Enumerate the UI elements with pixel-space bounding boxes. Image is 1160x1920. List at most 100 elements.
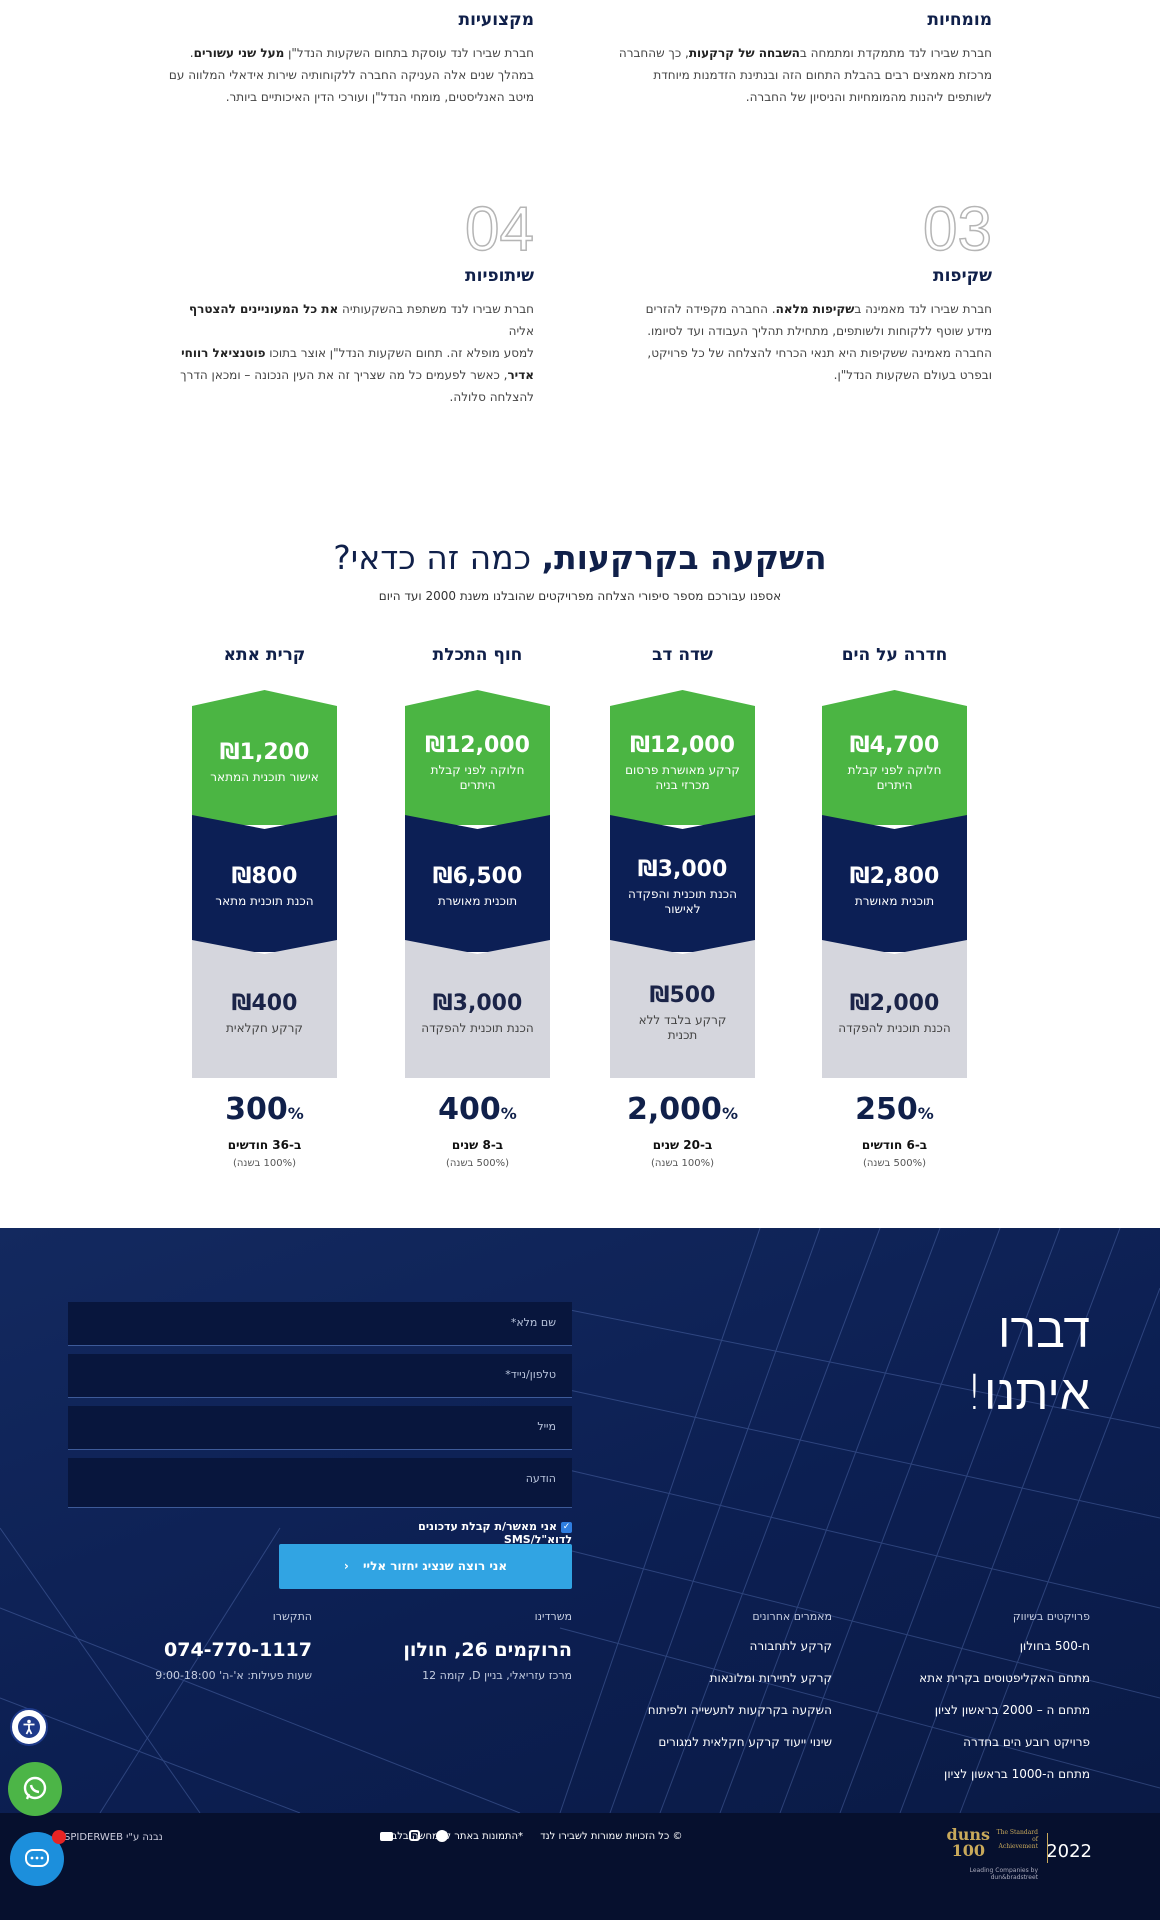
return-value: 250 [855,1092,918,1127]
investment-title: השקעה בקרקעות, כמה זה כדאי? [0,538,1160,577]
consent-row: ✓אני מאשר/ת קבלת עדכונים לדוא"ל/SMS [360,1520,572,1546]
stage-value: ₪2,800 [849,864,940,889]
return-rate: (500% בשנה) [446,1158,509,1169]
stage-value: ₪12,000 [630,732,735,758]
feature-title: מקצועיות [458,10,534,30]
return-unit: % [500,1104,517,1123]
stage-label: הכנת תוכנית להפקדה [838,1020,951,1035]
chat-icon [25,1849,49,1867]
whatsapp-button[interactable] [8,1762,62,1816]
stage-initial: ₪400 קרקע חקלאית [192,940,337,1078]
youtube-icon[interactable] [380,1832,393,1841]
footer-project-link[interactable]: מתחם האקליפטוסים בקרית אתא [919,1671,1090,1685]
instagram-icon[interactable] [409,1830,420,1841]
consent-checkbox[interactable]: ✓ [561,1521,572,1533]
footer-project-link[interactable]: פרויקט רובע הים בחדרה [963,1735,1090,1749]
stage-value: ₪3,000 [432,990,523,1016]
facebook-icon[interactable] [436,1830,448,1842]
stage-label: הכנת תוכנית מתאר [215,894,314,908]
footer-projects: פרויקטים בשיווק ח-500 בחולון מתחם האקליפט… [890,1610,1090,1799]
stage-label: קרקע חקלאית [226,1020,303,1035]
footer-project-link[interactable]: מתחם ה – 2000 בראשון לציון [934,1703,1090,1717]
return-percent: 400% [405,1092,550,1132]
stage-approved: ₪1,200 אישור תוכנית המתאר [192,690,337,825]
project-column: חדרה על הים ₪4,700 חלוקה לפני קבלת היתרי… [822,640,967,1169]
footer-project-link[interactable]: ח-500 בחולון [1019,1639,1090,1653]
feature-title: מומחיות [927,10,992,30]
stage-label: תוכנית מאושרת [854,894,935,908]
investment-subtitle: אספנו עבורכם מספר סיפורי הצלחה מפרויקטים… [378,589,782,603]
return-unit: % [917,1104,934,1123]
feature-text: חברת שבירו לנד משתפת בהשקעותיה את כל המע… [180,302,534,404]
project-stack: ₪1,200 אישור תוכנית המתאר ₪800 הכנת תוכנ… [192,690,337,1080]
consent-label: אני מאשר/ת קבלת עדכונים לדוא"ל/SMS [418,1520,572,1546]
stage-label: חלוקה לפני קבלת היתרים [430,762,525,792]
bottom-bar: 2022 duns 100 The Standard of Achievemen… [0,1813,1160,1920]
accessibility-icon [18,1716,40,1738]
disclaimer: *התמונות באתר להמחשה בלבד [386,1831,524,1842]
footer-offices-title: משרדינו [534,1610,572,1623]
stage-label: קרקע בלבד ללא תכנית [638,1013,727,1042]
social-links [380,1830,448,1842]
return-value: 400 [438,1092,501,1127]
feature-professionalism: מקצועיות חברת שבירו לנד עוסקת בתחום השקע… [160,4,534,108]
stage-approved: ₪12,000 קרקע מאושרת פרסום מכרזי בניה [610,690,755,825]
stage-label: קרקע מאושרת פרסום מכרזי בניה [625,762,740,792]
return-percent: 300% [192,1092,337,1132]
duns-top: duns [946,1825,990,1844]
stage-value: ₪800 [231,864,298,889]
stage-value: ₪4,700 [849,732,940,758]
feature-transparency: 03 שקיפות חברת שבירו לנד מאמינה בשקיפות … [600,195,993,386]
contact-heading-line2: איתנו! [964,1365,1090,1421]
feature-number: 03 [922,195,992,264]
chevron-left-icon: ‹ [343,1559,349,1573]
duns-bottom: 100 [951,1841,985,1860]
award-year: 2022 [1046,1841,1092,1862]
feature-text: חברת שבירו לנד עוסקת בתחום השקעות הנדל"ן… [168,46,534,104]
accessibility-button[interactable] [10,1708,48,1746]
phone-link[interactable]: 074-770-1117 [164,1639,312,1661]
message-field[interactable]: הודעה [68,1458,572,1508]
stage-label: אישור תוכנית המתאר [210,770,319,784]
return-unit: % [721,1104,738,1123]
contact-section: דברו איתנו! שם מלא* טלפון/נייד* מייל הודע… [0,1228,1160,1813]
stage-initial: ₪3,000 הכנת תוכנית להפקדה [405,940,550,1078]
stage-initial: ₪2,000 הכנת תוכנית להפקדה [822,940,967,1078]
duns-mark: duns 100 [947,1827,990,1859]
submit-button[interactable]: אני רוצה שנציג יחזור אליי ‹ [279,1544,572,1589]
stage-planning: ₪800 הכנת תוכנית מתאר [192,815,337,952]
footer-article-link[interactable]: קרקע לתיירות ומלונאות [709,1671,832,1685]
name-field[interactable]: שם מלא* [68,1302,572,1346]
feature-title: שקיפות [932,266,992,286]
return-value: 2,000 [627,1092,722,1127]
return-duration: ב-6 חודשים [861,1138,928,1152]
stage-value: ₪3,000 [637,856,728,882]
footer-contact: התקשרו 074-770-1117 שעות פעילות: א'-ה' 9… [142,1610,312,1682]
project-name: חוף התכלת [432,645,523,665]
copyright-line: © כל הזכויות שמורות לשבירו לנד *התמונות … [386,1831,682,1842]
credit[interactable]: נבנה ע"י SPIDERWEB [64,1832,163,1843]
feature-expertise: מומחיות חברת שבירו לנד מתמקדת ומתמחה בהש… [600,4,992,108]
investment-title-rest: כמה זה כדאי? [333,538,542,577]
footer-projects-title: פרויקטים בשיווק [1012,1610,1090,1623]
phone-field[interactable]: טלפון/נייד* [68,1354,572,1398]
footer-article-link[interactable]: השקעה בקרקעות לתעשייה ולפיתוח [647,1703,832,1717]
building-background [0,1228,1160,1813]
stage-value: ₪500 [649,983,716,1008]
stage-label: חלוקה לפני קבלת היתרים [847,762,942,792]
footer-project-link[interactable]: מתחם ה-1000 בראשון לציון [944,1767,1090,1781]
stage-planning: ₪3,000 הכנת תוכנית והפקדה לאישור [610,815,755,952]
footer-article-link[interactable]: קרקע לתחבורה [749,1639,833,1653]
feature-number: 04 [464,195,534,264]
submit-label: אני רוצה שנציג יחזור אליי [363,1559,508,1573]
return-duration: ב-8 שנים [451,1138,504,1152]
feature-text: חברת שבירו לנד מאמינה בשקיפות מלאה. החבר… [645,302,992,382]
email-field[interactable]: מייל [68,1406,572,1450]
office-address-detail: מרכז עזריאלי, בניין D, קומה 12 [422,1669,572,1682]
stage-planning: ₪2,800 תוכנית מאושרת [822,815,967,952]
chat-button[interactable] [10,1830,66,1886]
feature-sharing: 04 שיתופיות חברת שבירו לנד משתפת בהשקעות… [160,195,535,408]
footer-articles-title: מאמרים אחרונים [752,1610,832,1623]
stage-label: הכנת תוכנית להפקדה [421,1020,534,1035]
footer-article-link[interactable]: שינוי ייעוד קרקע חקלאית למגורים [658,1735,832,1749]
